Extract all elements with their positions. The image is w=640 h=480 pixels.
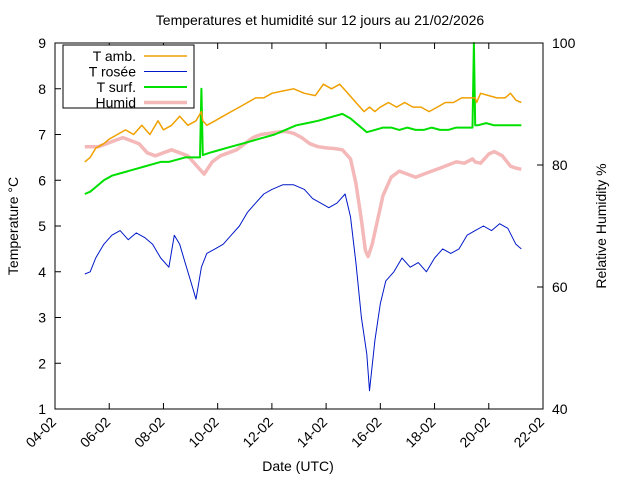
legend-label: T surf. bbox=[97, 79, 136, 95]
y-tick-label: 8 bbox=[38, 81, 46, 97]
x-tick-label: 08-02 bbox=[131, 414, 168, 451]
y-axis-label: Temperature °C bbox=[5, 177, 21, 275]
x-axis-label: Date (UTC) bbox=[262, 458, 334, 474]
series-line-t-surf bbox=[84, 42, 522, 195]
x-tick-label: 04-02 bbox=[22, 414, 59, 451]
y-tick-label: 4 bbox=[38, 264, 46, 280]
y-tick-label: 2 bbox=[38, 355, 46, 371]
y2-tick-label: 80 bbox=[552, 157, 568, 173]
y-tick-label: 6 bbox=[38, 172, 46, 188]
y-tick-label: 7 bbox=[38, 127, 46, 143]
chart-title: Temperatures et humidité sur 12 jours au… bbox=[156, 12, 485, 28]
legend-label: T amb. bbox=[93, 48, 136, 64]
y-tick-label: 9 bbox=[38, 35, 46, 51]
series-line-t-amb bbox=[84, 83, 522, 163]
x-tick-label: 06-02 bbox=[77, 414, 114, 451]
legend-label: T rosée bbox=[89, 64, 136, 80]
y2-tick-label: 60 bbox=[552, 279, 568, 295]
x-tick-label: 14-02 bbox=[294, 414, 331, 451]
y-tick-label: 1 bbox=[38, 401, 46, 417]
series-line-t-ros-e bbox=[84, 184, 522, 392]
x-tick-label: 20-02 bbox=[456, 414, 493, 451]
x-tick-label: 12-02 bbox=[239, 414, 276, 451]
y-tick-label: 5 bbox=[38, 218, 46, 234]
series-layer bbox=[84, 42, 522, 392]
y-tick-label: 3 bbox=[38, 310, 46, 326]
y2-tick-label: 40 bbox=[552, 401, 568, 417]
y2-axis-label: Relative Humidity % bbox=[593, 163, 609, 288]
y2-tick-label: 100 bbox=[552, 35, 576, 51]
series-line-humid bbox=[84, 129, 522, 259]
x-tick-label: 16-02 bbox=[348, 414, 385, 451]
x-tick-label: 22-02 bbox=[510, 414, 547, 451]
x-tick-label: 18-02 bbox=[402, 414, 439, 451]
x-tick-label: 10-02 bbox=[185, 414, 222, 451]
legend-label: Humid bbox=[96, 95, 136, 111]
